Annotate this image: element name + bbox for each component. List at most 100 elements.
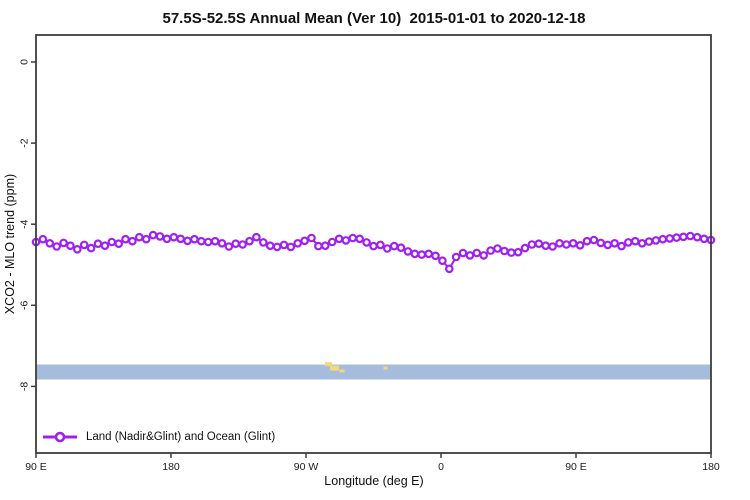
x-tick-label: 0	[438, 461, 444, 473]
x-tick-label: 90 E	[565, 461, 587, 473]
data-point	[658, 234, 668, 244]
legend-open-circle-icon	[54, 431, 66, 443]
data-point	[114, 239, 124, 249]
data-point	[486, 246, 495, 255]
data-point	[610, 239, 619, 248]
data-point	[300, 236, 309, 246]
x-tick-label: 180	[702, 461, 720, 473]
data-point	[603, 240, 613, 250]
data-point	[307, 233, 316, 243]
data-point	[479, 251, 489, 260]
x-axis-title: Longitude (deg E)	[324, 474, 424, 488]
data-point	[203, 237, 213, 247]
sparse-data-mark	[339, 369, 345, 373]
y-tick-label: -4	[19, 219, 31, 228]
data-point	[362, 238, 371, 247]
y-tick-label: -6	[19, 300, 31, 309]
data-point	[252, 232, 261, 242]
data-point	[279, 240, 289, 250]
data-point	[245, 236, 254, 246]
data-point	[506, 248, 516, 257]
data-point	[389, 241, 399, 251]
data-point	[107, 237, 117, 247]
data-point	[555, 239, 564, 248]
data-point	[162, 234, 172, 244]
data-point	[534, 239, 544, 249]
data-point	[238, 240, 247, 249]
data-point	[369, 241, 378, 251]
reference-band	[36, 364, 711, 380]
data-point	[45, 239, 55, 248]
data-point	[596, 238, 606, 248]
data-point	[644, 237, 654, 246]
data-point	[665, 234, 675, 243]
y-tick-label: -2	[19, 138, 31, 147]
data-point	[355, 234, 365, 244]
data-point	[513, 247, 523, 257]
data-point	[52, 242, 62, 251]
data-point	[493, 244, 502, 253]
data-point	[155, 232, 165, 241]
data-point	[438, 256, 447, 266]
data-point	[699, 234, 709, 244]
data-point	[458, 248, 468, 258]
data-point	[424, 249, 433, 259]
data-point	[183, 236, 192, 246]
data-point	[679, 232, 688, 242]
data-point	[128, 236, 137, 246]
data-point	[672, 233, 681, 242]
legend-marker	[43, 431, 77, 443]
data-point	[293, 239, 303, 248]
data-point	[341, 236, 351, 245]
data-point	[651, 236, 661, 245]
data-point	[623, 238, 633, 247]
data-point	[568, 239, 578, 248]
data-point	[217, 239, 227, 248]
sparse-data-mark	[330, 365, 339, 371]
data-point	[169, 232, 179, 242]
data-point	[617, 241, 626, 251]
data-point	[334, 234, 344, 244]
data-point	[197, 236, 206, 246]
x-tick-label: 90 W	[294, 461, 319, 473]
legend-label: Land (Nadir&Glint) and Ocean (Glint)	[86, 431, 276, 443]
data-point	[630, 236, 640, 246]
data-point	[527, 240, 537, 249]
plot-border	[35, 34, 712, 454]
data-point	[417, 250, 427, 259]
data-point	[562, 240, 571, 249]
data-point	[451, 252, 461, 262]
data-point	[210, 236, 220, 246]
data-point	[265, 241, 275, 251]
data-point	[86, 243, 96, 253]
data-point	[692, 232, 702, 242]
data-point	[66, 241, 75, 251]
sparse-data-mark	[325, 362, 332, 367]
x-tick-label: 180	[162, 461, 180, 473]
data-point	[141, 234, 151, 244]
data-point	[73, 245, 82, 254]
data-point	[500, 246, 509, 256]
data-point	[410, 249, 420, 259]
data-point	[93, 239, 103, 249]
y-tick-label: 0	[19, 59, 31, 65]
data-point	[582, 236, 592, 246]
data-point	[231, 239, 241, 249]
data-point	[589, 235, 599, 245]
data-point	[121, 234, 130, 244]
data-point	[472, 248, 482, 258]
y-tick-label: -8	[19, 382, 31, 391]
data-point	[320, 241, 330, 251]
data-point	[100, 241, 110, 251]
data-point	[382, 244, 392, 253]
data-point	[444, 264, 454, 274]
data-point	[637, 239, 647, 248]
data-point	[575, 241, 585, 250]
data-point	[286, 242, 296, 252]
data-point	[79, 240, 89, 250]
data-point	[148, 230, 158, 240]
data-point	[272, 242, 282, 252]
data-point	[348, 233, 358, 243]
